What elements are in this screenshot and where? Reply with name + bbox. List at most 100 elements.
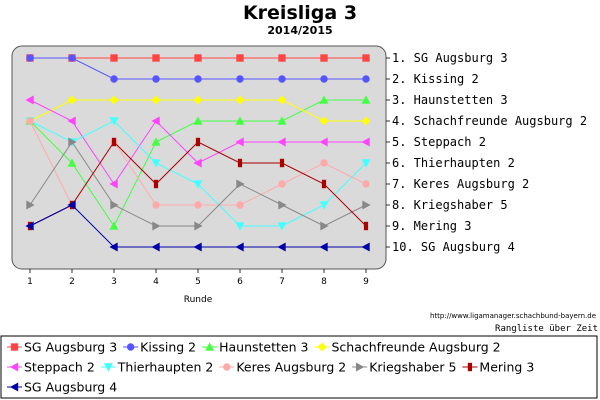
legend-swatch-marker	[103, 363, 113, 372]
chart-title: Kreisliga 3	[243, 2, 357, 24]
rank-label: 10. SG Augsburg 4	[392, 240, 515, 254]
data-point	[320, 75, 328, 83]
data-point	[321, 179, 327, 189]
legend-label: Haunstetten 3	[219, 340, 308, 355]
legend-swatch-marker	[205, 342, 215, 351]
data-point	[109, 117, 119, 126]
data-point	[362, 200, 371, 210]
data-point	[319, 137, 328, 147]
data-point	[67, 200, 76, 210]
data-point	[151, 242, 160, 252]
rank-labels: 1. SG Augsburg 3 2. Kissing 2 3. Haunstett…	[386, 51, 587, 254]
data-point	[151, 159, 161, 168]
x-tick-label: 5	[195, 277, 201, 287]
data-point	[320, 54, 328, 62]
rank-label: 3. Haunstetten 3	[392, 93, 508, 107]
data-point	[194, 75, 202, 83]
data-point	[361, 159, 371, 168]
data-point	[152, 201, 160, 209]
x-tick-label: 8	[321, 277, 327, 287]
legend-label: SG Augsburg 3	[24, 340, 117, 355]
x-tick-label: 1	[27, 277, 33, 287]
data-point	[67, 95, 77, 105]
x-axis: 1 2 3 4 5 6 7 8 9	[27, 269, 369, 287]
data-point	[110, 75, 118, 83]
rank-label: 5. Steppach 2	[392, 135, 486, 149]
data-point	[109, 179, 118, 189]
data-point	[277, 242, 286, 252]
data-point	[67, 116, 76, 126]
data-point	[278, 200, 287, 210]
data-point	[151, 116, 160, 126]
data-point	[25, 221, 34, 231]
data-point	[277, 116, 287, 125]
data-point	[193, 180, 203, 189]
data-point	[320, 221, 329, 231]
data-point	[319, 242, 328, 252]
data-point	[152, 54, 160, 62]
data-point	[152, 221, 161, 231]
data-point	[109, 221, 119, 230]
rank-label: 1. SG Augsburg 3	[392, 51, 508, 65]
x-tick-label: 6	[237, 277, 243, 287]
x-tick-label: 7	[279, 277, 285, 287]
legend-box	[0, 335, 598, 399]
legend-item: Mering 3	[462, 360, 534, 375]
data-point	[109, 95, 119, 105]
legend-label: Kriegshaber 5	[369, 360, 456, 375]
data-point	[361, 95, 371, 104]
x-tick-label: 9	[363, 277, 369, 287]
data-point	[194, 54, 202, 62]
legend-item: Schachfreunde Augsburg 2	[314, 340, 501, 355]
legend-item: Kissing 2	[123, 340, 196, 355]
rank-label: 4. Schachfreunde Augsburg 2	[392, 114, 587, 128]
rank-label: 9. Mering 3	[392, 219, 471, 233]
data-point	[111, 137, 117, 147]
data-point	[194, 221, 203, 231]
legend-swatch-marker	[10, 343, 19, 351]
chart-subtitle: 2014/2015	[267, 24, 332, 37]
data-point	[193, 158, 202, 168]
series-5	[25, 95, 370, 189]
legend-item: Thierhaupten 2	[100, 360, 214, 375]
legend-item: SG Augsburg 3	[7, 340, 117, 355]
data-point	[363, 221, 369, 231]
data-point	[195, 137, 201, 147]
data-point	[68, 137, 77, 147]
data-point	[193, 116, 203, 125]
data-point	[278, 180, 286, 188]
data-point	[361, 137, 370, 147]
data-point	[279, 158, 285, 168]
legend-swatch-marker	[9, 382, 19, 392]
data-point	[235, 242, 244, 252]
data-point	[153, 179, 159, 189]
data-point	[362, 180, 370, 188]
data-point	[278, 75, 286, 83]
rank-label: 7. Keres Augsburg 2	[392, 177, 529, 191]
legend-label: Thierhaupten 2	[117, 360, 214, 375]
data-point	[362, 54, 370, 62]
legend-swatch-marker	[467, 362, 473, 372]
data-point	[362, 75, 370, 83]
data-point	[67, 158, 77, 167]
data-point	[235, 137, 244, 147]
data-point	[319, 201, 329, 210]
x-tick-label: 2	[69, 277, 75, 287]
rank-label: 6. Thierhaupten 2	[392, 156, 515, 170]
data-point	[26, 200, 35, 210]
data-point	[26, 117, 34, 125]
legend-label: Schachfreunde Augsburg 2	[331, 340, 500, 355]
data-point	[194, 201, 202, 209]
rank-label: 8. Kriegshaber 5	[392, 198, 508, 212]
data-point	[151, 137, 161, 146]
legend-item: Steppach 2	[7, 360, 95, 375]
data-point	[236, 54, 244, 62]
data-point	[193, 242, 202, 252]
legend-item: Keres Augsburg 2	[219, 360, 346, 375]
legend-item: Haunstetten 3	[202, 340, 308, 355]
legend-swatch-marker	[126, 343, 135, 351]
data-point	[151, 95, 161, 105]
legend-label: Steppach 2	[24, 360, 95, 375]
legend-label: Mering 3	[479, 360, 534, 375]
